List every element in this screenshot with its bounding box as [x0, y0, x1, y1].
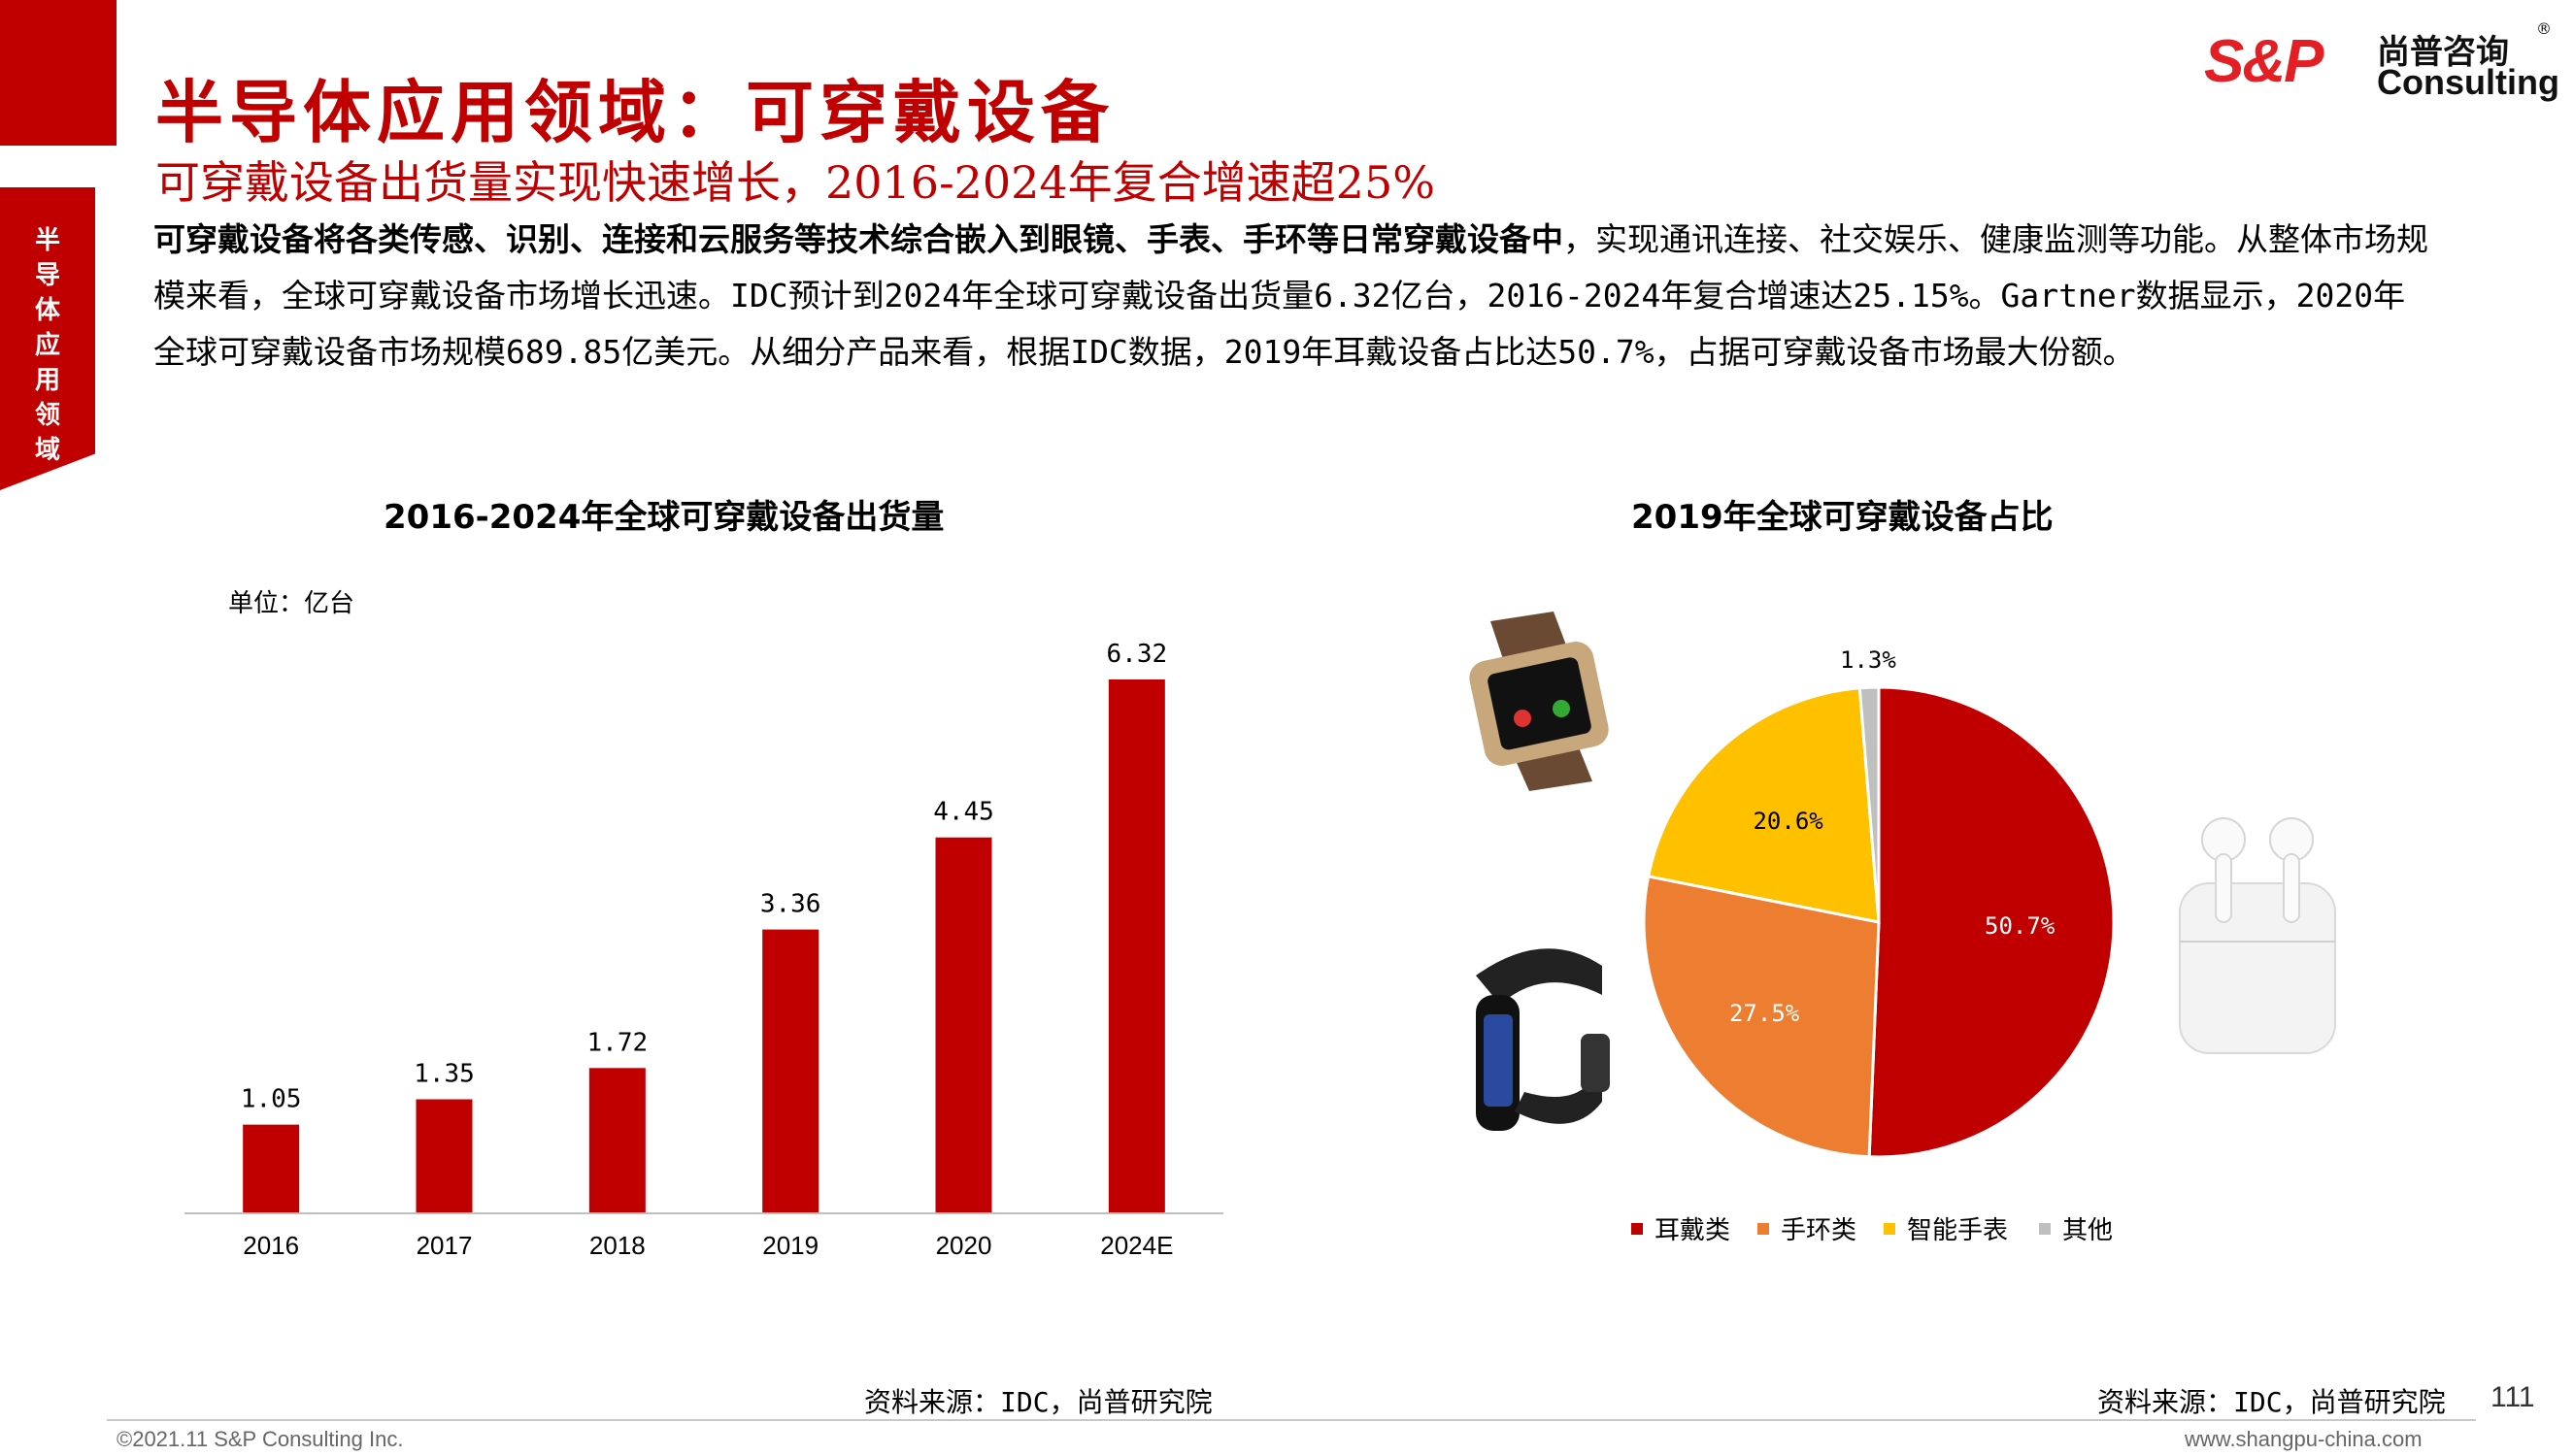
- company-logo: S&P 尚普咨询 Consulting ®: [2204, 19, 2559, 107]
- legend-label: 其他: [2062, 1216, 2114, 1245]
- legend-swatch: [2039, 1222, 2051, 1235]
- x-tick-label: 2024E: [1100, 1231, 1173, 1260]
- section-tab-label: 半导体应用领域: [34, 226, 60, 465]
- copyright: ©2021.11 S&P Consulting Inc.: [117, 1427, 404, 1451]
- bar-value-label: 1.72: [587, 1028, 649, 1057]
- legend-item-ear: 耳戴类: [1631, 1210, 1730, 1246]
- website-link[interactable]: www.shangpu-china.com: [2185, 1427, 2423, 1451]
- logo-chinese-name: 尚普咨询: [2377, 33, 2509, 72]
- x-tick-label: 2017: [417, 1231, 473, 1260]
- unit-label: 单位：亿台: [228, 589, 354, 618]
- page-number: 111: [2490, 1381, 2535, 1413]
- pie-slice-智能手表: [1646, 686, 1881, 924]
- pie-slice-其他: [1857, 685, 1881, 923]
- bar-2024E: [1108, 679, 1165, 1213]
- x-tick-label: 2019: [762, 1231, 819, 1260]
- legend-label: 智能手表: [1907, 1216, 2009, 1245]
- legend-label: 手环类: [1781, 1216, 1857, 1245]
- fitness-band-icon: [1476, 948, 1610, 1131]
- bar-2016: [243, 1124, 300, 1213]
- intro-bold-text: 可穿戴设备将各类传感、识别、连接和云服务等技术综合嵌入到眼镜、手表、手环等日常穿…: [153, 220, 1563, 258]
- source-note-right: 资料来源：IDC，尚普研究院: [2097, 1386, 2446, 1418]
- bar-value-label: 6.32: [1107, 640, 1168, 669]
- logo-english-name: Consulting: [2377, 62, 2559, 102]
- earbuds-icon: [2179, 817, 2336, 1054]
- registered-mark: ®: [2536, 19, 2552, 38]
- intro-paragraph: 可穿戴设备将各类传感、识别、连接和云服务等技术综合嵌入到眼镜、手表、手环等日常穿…: [153, 212, 2435, 381]
- x-tick-label: 2020: [936, 1231, 992, 1260]
- intro-text: ，实现通讯连接、社交娱乐、健康监测等功能。从整体市场规模来看，全球可穿戴设备市场…: [153, 220, 2428, 371]
- section-tab: [0, 187, 95, 490]
- pie-chart-title: 2019年全球可穿戴设备占比: [1631, 498, 2054, 537]
- page-title: 半导体应用领域：可穿戴设备: [155, 72, 1115, 152]
- bar-value-label: 1.35: [414, 1060, 475, 1089]
- legend-label: 耳戴类: [1655, 1216, 1731, 1245]
- pie-slice-耳戴类: [1867, 685, 2116, 1159]
- bar-2019: [762, 929, 819, 1213]
- bar-chart-title: 2016-2024年全球可穿戴设备出货量: [384, 498, 945, 537]
- corner-accent: [0, 0, 117, 146]
- x-tick-label: 2016: [243, 1231, 299, 1260]
- share-pie-chart: 50.7% 27.5% 20.6% 1.3%: [1642, 646, 2116, 1159]
- smartwatch-icon: [1469, 612, 1609, 791]
- pie-slice-手环类: [1642, 875, 1881, 1159]
- legend-item-band: 手环类: [1757, 1210, 1856, 1246]
- bar-2018: [588, 1068, 646, 1213]
- page-subtitle: 可穿戴设备出货量实现快速增长，2016-2024年复合增速超25%: [155, 156, 1435, 209]
- bar-2017: [416, 1099, 473, 1213]
- pie-value-label: 27.5%: [1729, 1000, 1800, 1027]
- pie-value-label: 50.7%: [1985, 912, 2056, 940]
- pie-value-label: 1.3%: [1840, 646, 1896, 674]
- bar-value-label: 3.36: [760, 890, 821, 919]
- bar-2020: [935, 837, 992, 1213]
- x-tick-label: 2018: [589, 1231, 646, 1260]
- source-note-left: 资料来源：IDC，尚普研究院: [864, 1386, 1213, 1418]
- legend-item-other: 其他: [2039, 1210, 2113, 1246]
- legend-item-watch: 智能手表: [1884, 1210, 2008, 1246]
- legend-swatch: [1631, 1222, 1643, 1235]
- bar-value-label: 1.05: [241, 1085, 302, 1114]
- pie-value-label: 20.6%: [1753, 808, 1823, 835]
- shipment-bar-chart: 单位：亿台 1.05 2016 1.35 2017 1.72 2018 3.36 2019 4.4…: [184, 589, 1223, 1260]
- legend-swatch: [1757, 1222, 1769, 1235]
- footer-divider: [107, 1419, 2476, 1421]
- logo-mark: S&P: [2204, 28, 2323, 95]
- bar-value-label: 4.45: [933, 798, 994, 827]
- legend-swatch: [1884, 1222, 1895, 1235]
